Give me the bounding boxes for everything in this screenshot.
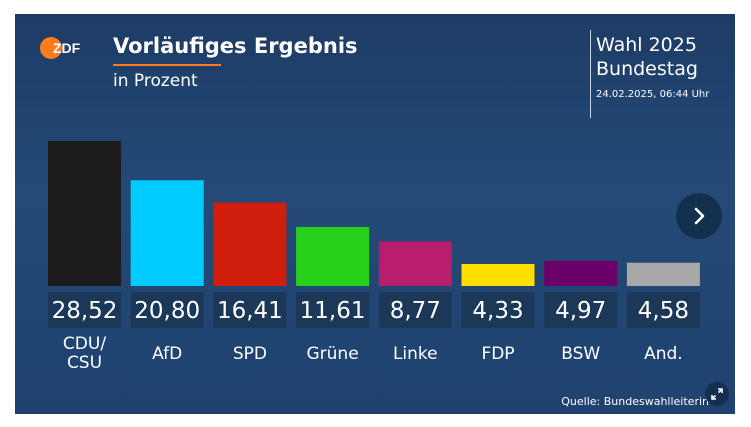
value-box-7: [626, 292, 700, 328]
category-label-3: Grüne: [307, 344, 359, 364]
bar-chart: 28,52 CDU/CSU 20,80 AfD 16,41 SPD 11,61 Grüne 8,…: [48, 141, 700, 373]
value-box-3: [296, 292, 370, 328]
value-box-6: [544, 292, 618, 328]
bar-3: [296, 226, 370, 286]
category-label-5: FDP: [481, 344, 514, 364]
bar-5: [461, 263, 535, 286]
value-box-2: [213, 292, 287, 328]
category-label-2: SPD: [233, 344, 267, 364]
value-label-4: 8,77: [390, 298, 441, 324]
value-label-1: 20,80: [134, 298, 200, 324]
category-label-1: AfD: [152, 344, 182, 364]
category-label-7: And.: [644, 344, 683, 364]
expand-icon: [711, 388, 723, 400]
source-note: Quelle: Bundeswahlleiterin: [561, 395, 709, 408]
next-button[interactable]: [676, 193, 722, 239]
value-box-4: [378, 292, 452, 328]
value-box-5: [461, 292, 535, 328]
value-label-6: 4,97: [555, 298, 606, 324]
page-subtitle: in Prozent: [113, 71, 198, 91]
event-name: Wahl 2025: [596, 34, 697, 56]
bar-4: [378, 241, 452, 286]
category-label-4: Linke: [393, 344, 438, 364]
timestamp: 24.02.2025, 06:44 Uhr: [596, 89, 710, 100]
bar-6: [544, 260, 618, 286]
result-panel: ZDF Vorläufiges Ergebnis in Prozent Wahl…: [15, 14, 735, 414]
category-label-6: BSW: [561, 344, 600, 364]
svg-text:ZDF: ZDF: [53, 40, 81, 56]
expand-button[interactable]: [705, 382, 729, 406]
zdf-logo: ZDF: [40, 37, 81, 59]
value-label-7: 4,58: [638, 298, 689, 324]
value-box-1: [130, 292, 204, 328]
chevron-right-icon: [694, 207, 705, 225]
category-label-0: CDU/CSU: [63, 334, 106, 373]
value-label-0: 28,52: [52, 298, 118, 324]
value-label-3: 11,61: [300, 298, 366, 324]
value-box-0: [48, 292, 121, 328]
header-divider: [590, 30, 591, 118]
bar-7: [626, 262, 700, 286]
title-underline: [113, 64, 221, 66]
event-type: Bundestag: [596, 58, 698, 80]
value-label-5: 4,33: [472, 298, 523, 324]
value-label-2: 16,41: [217, 298, 283, 324]
page-title: Vorläufiges Ergebnis: [113, 34, 358, 58]
bar-1: [130, 180, 204, 286]
bar-0: [48, 141, 121, 286]
bar-2: [213, 202, 287, 286]
